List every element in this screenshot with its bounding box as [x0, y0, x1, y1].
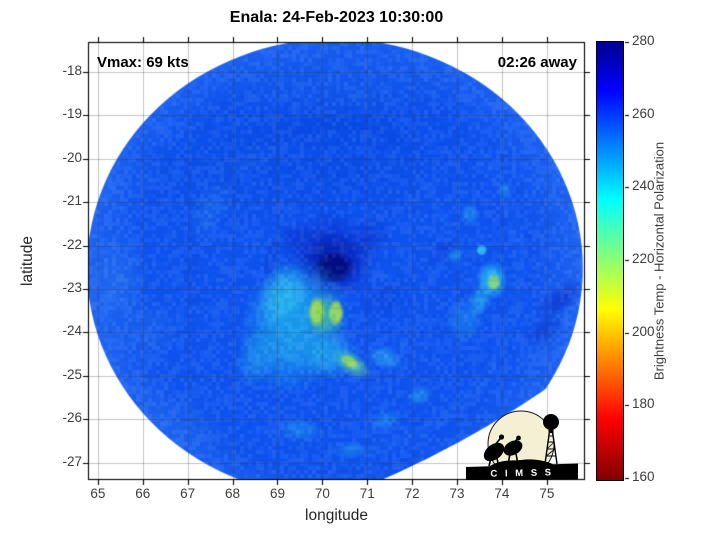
x-tick-label: 74 — [494, 486, 510, 501]
y-tick-label: -19 — [62, 106, 82, 122]
y-tick-label: -25 — [62, 366, 82, 382]
x-tick-label: 65 — [90, 486, 106, 501]
colorbar-tick-label: 280 — [632, 33, 655, 48]
x-tick-label: 75 — [539, 486, 555, 501]
x-tick-label: 72 — [404, 486, 420, 501]
cimss-logo-text: C I M S S — [490, 467, 553, 479]
x-tick-label: 67 — [180, 486, 196, 501]
radio-tower-icon — [543, 414, 559, 465]
plot-title: Enala: 24-Feb-2023 10:30:00 — [229, 9, 444, 26]
x-axis-label: longitude — [305, 507, 368, 524]
satellite-dish-icon-2 — [503, 435, 523, 465]
time-away-annotation: 02:26 away — [497, 54, 577, 71]
y-tick-label: -22 — [62, 236, 82, 252]
x-tick-label: 73 — [449, 486, 465, 501]
x-tick-label: 68 — [225, 486, 241, 501]
x-tick-label: 70 — [314, 486, 330, 501]
colorbar-tick-label: 180 — [632, 396, 655, 412]
x-tick-label: 71 — [359, 486, 375, 501]
cimss-logo: C I M S S — [466, 410, 578, 480]
y-tick-label: -23 — [62, 279, 82, 295]
y-tick-label: -24 — [62, 323, 82, 339]
colorbar-tick-label: 200 — [632, 323, 655, 339]
y-tick-label: -18 — [62, 62, 82, 78]
satellite-dish-icon — [483, 434, 505, 467]
y-tick-label: -26 — [62, 410, 82, 426]
colorbar-tick-label: 220 — [632, 251, 655, 266]
vmax-annotation: Vmax: 69 kts — [97, 54, 189, 71]
y-tick-label: -21 — [62, 193, 82, 209]
colorbar-gradient — [596, 41, 624, 481]
colorbar-tick-label: 160 — [632, 469, 655, 484]
y-tick-label: -27 — [62, 453, 82, 469]
colorbar-tick-label: 240 — [632, 178, 655, 194]
x-tick-label: 69 — [269, 486, 285, 501]
logo-banner — [466, 463, 578, 480]
x-tick-label: 66 — [135, 486, 151, 501]
colorbar-tick-label: 260 — [632, 105, 655, 121]
y-tick-label: -20 — [62, 149, 82, 165]
